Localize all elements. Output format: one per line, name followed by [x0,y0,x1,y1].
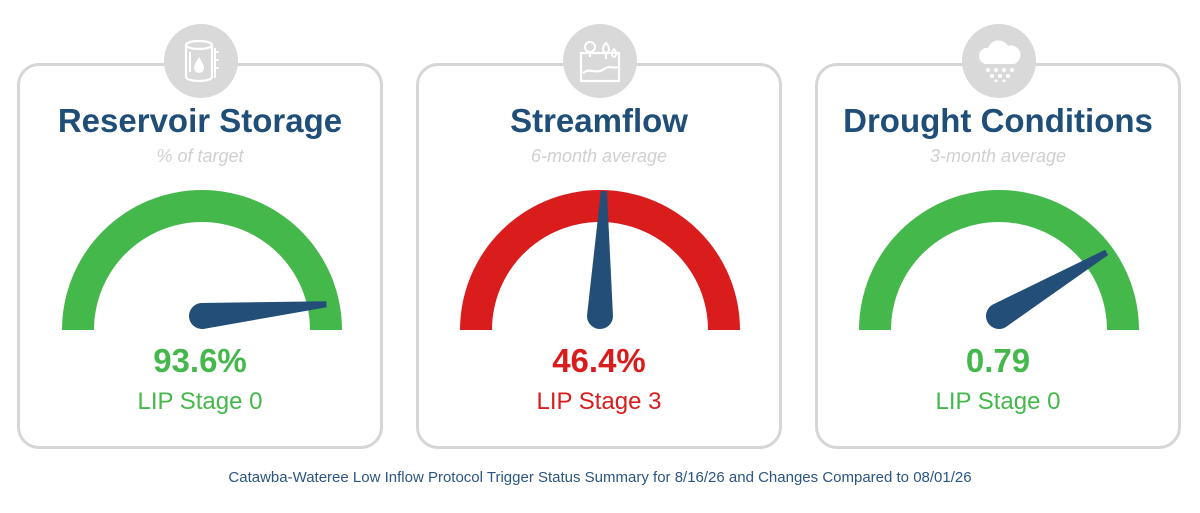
drought-conditions-gauge [859,190,1139,330]
streamflow-gauge [460,190,740,330]
reservoir-storage-subtitle: % of target [156,146,244,166]
streamflow-value: 46.4% [552,342,646,379]
gauge-arc [62,190,342,330]
reservoir-storage-card [17,63,383,449]
rain-cloud-icon [978,40,1021,82]
rain-cloud-icon-badge [962,24,1036,98]
reservoir-storage-gauge [62,190,342,330]
streamflow-stage: LIP Stage 3 [536,388,662,415]
reservoir-icon [184,39,219,83]
streamflow-subtitle: 6-month average [530,146,668,166]
landscape-icon-badge [563,24,637,98]
reservoir-storage-stage: LIP Stage 0 [137,388,263,415]
gauge-arc [460,190,740,330]
drought-conditions-title: Drought Conditions [843,102,1153,139]
drought-conditions-value: 0.79 [965,342,1031,379]
gauge-needle [986,249,1109,329]
reservoir-storage-title: Reservoir Storage [57,102,343,139]
status-summary-footer: Catawba-Wateree Low Inflow Protocol Trig… [228,469,972,486]
landscape-icon [579,41,621,83]
drought-conditions-subtitle: 3-month average [929,146,1067,166]
reservoir-storage-value: 93.6% [153,342,247,379]
drought-conditions-stage: LIP Stage 0 [935,388,1061,415]
reservoir-icon-badge [164,24,238,98]
gauge-needle [586,190,613,330]
gauge-arc [859,190,1139,330]
gauge-needle [189,301,327,329]
streamflow-title: Streamflow [510,102,688,139]
